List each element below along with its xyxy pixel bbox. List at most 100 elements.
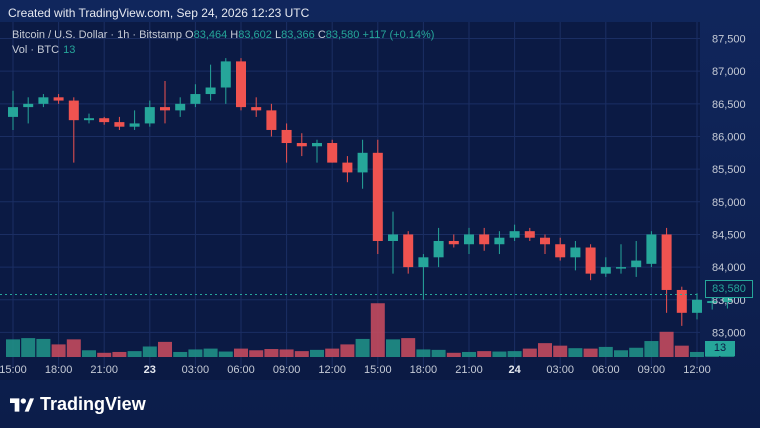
candle-body [251,107,262,111]
volume-bar [264,349,279,357]
volume-bar [416,349,431,357]
change-value: +117 (+0.14%) [362,29,435,41]
volume-bar [568,348,583,357]
volume-bar [6,339,20,357]
volume-bar [355,338,370,357]
ohlc-legend: Bitcoin / U.S. Dollar · 1h · Bitstamp O8… [12,29,434,41]
candlestick-chart[interactable]: 83,00083,50084,00084,50085,00085,50086,0… [0,22,760,380]
volume-bar [36,338,51,357]
candle-body [84,118,94,121]
volume-bar [507,351,522,357]
candle-body [464,234,474,245]
candle-body [418,257,429,268]
candle-body [281,129,292,144]
candle-body [175,103,186,111]
high-label: H [230,29,239,41]
candle-body [540,237,550,245]
candle-body [372,152,383,241]
candle-body [8,107,18,117]
chart-area[interactable]: 83,000 83,500 84,000 84,500 85,000 85,500 86,0… [0,22,746,380]
x-axis-tick-label: 18:00 [45,364,73,376]
open-label: O [185,29,194,41]
candle-body [570,247,581,258]
volume-bar [674,345,689,357]
volume-bar [142,346,157,357]
brand-name: TradingView [40,394,146,414]
volume-bar [522,348,537,357]
candle-body [676,289,687,313]
volume-bar [492,351,507,357]
volume-bar [614,350,628,357]
x-axis-tick-label: 15:00 [364,364,392,376]
volume-bar [173,351,188,357]
volume-bar [659,331,674,357]
x-axis-tick-label: 21:00 [90,364,118,376]
candle-body [555,244,566,258]
candle-body [479,234,490,245]
candle-body [114,122,125,127]
candle-body [160,107,170,111]
y-axis-tick-label: 87,500 [712,34,746,46]
volume-bar [188,349,203,357]
volume-bar [644,341,659,357]
x-axis-tick-label: 23 [144,364,156,376]
volume-bar [629,347,644,357]
candle-body [509,231,520,238]
candle-body [631,260,642,268]
volume-bar [401,338,416,357]
tradingview-logo[interactable]: TradingView [10,394,146,415]
volume-bar [249,350,264,357]
volume-bar [310,349,324,357]
candle-body [524,231,535,238]
candle-body [205,87,216,95]
volume-bar [477,351,492,357]
x-axis-tick-label: 15:00 [0,364,27,376]
last-volume-tag: 13 [705,341,735,356]
volume-bar [203,348,218,357]
volume-bar [21,338,36,357]
tradingview-logo-icon [10,397,34,412]
x-axis-tick-label: 24 [508,364,521,376]
x-axis-tick-label: 03:00 [546,364,574,376]
low-value: 83,366 [281,29,315,41]
volume-bar [583,348,598,357]
x-axis-tick-label: 03:00 [182,364,210,376]
volume-legend: Vol · BTC 13 [12,44,75,56]
candle-body [433,240,444,258]
candle-body [388,234,398,241]
candle-body [68,100,79,121]
candle-body [23,103,34,108]
symbol-label[interactable]: Bitcoin / U.S. Dollar · 1h · Bitstamp [12,29,182,41]
low-label: L [274,29,282,41]
high-value: 83,602 [238,29,272,41]
volume-bar [340,344,355,357]
created-caption: Created with TradingView.com, Sep 24, 20… [8,6,310,20]
y-axis-tick-label: 84,000 [712,262,746,274]
x-axis-tick-label: 12:00 [683,364,711,376]
volume-bar [690,351,704,357]
x-axis-tick-label: 09:00 [638,364,666,376]
x-axis-tick-label: 12:00 [318,364,346,376]
volume-bar [51,344,66,357]
x-axis-tick-label: 09:00 [273,364,301,376]
volume-bar [97,352,112,357]
volume-label[interactable]: Vol · BTC [12,44,60,56]
candle-body [236,61,246,108]
volume-bar [431,349,446,357]
y-axis-tick-label: 83,000 [712,327,746,339]
volume-bar [294,351,309,357]
candle-body [342,162,353,173]
candle-body [129,123,140,127]
volume-bar [325,348,340,357]
open-value: 83,464 [193,29,228,41]
candle-body [144,107,155,124]
volume-bar [598,346,613,357]
volume-bar [279,349,294,357]
volume-bar [82,350,96,357]
x-axis-tick-label: 18:00 [410,364,438,376]
candle-body [403,234,414,268]
y-axis-tick-label: 86,500 [712,99,746,111]
close-value: 83,580 [325,29,360,41]
candle-body [448,240,459,245]
